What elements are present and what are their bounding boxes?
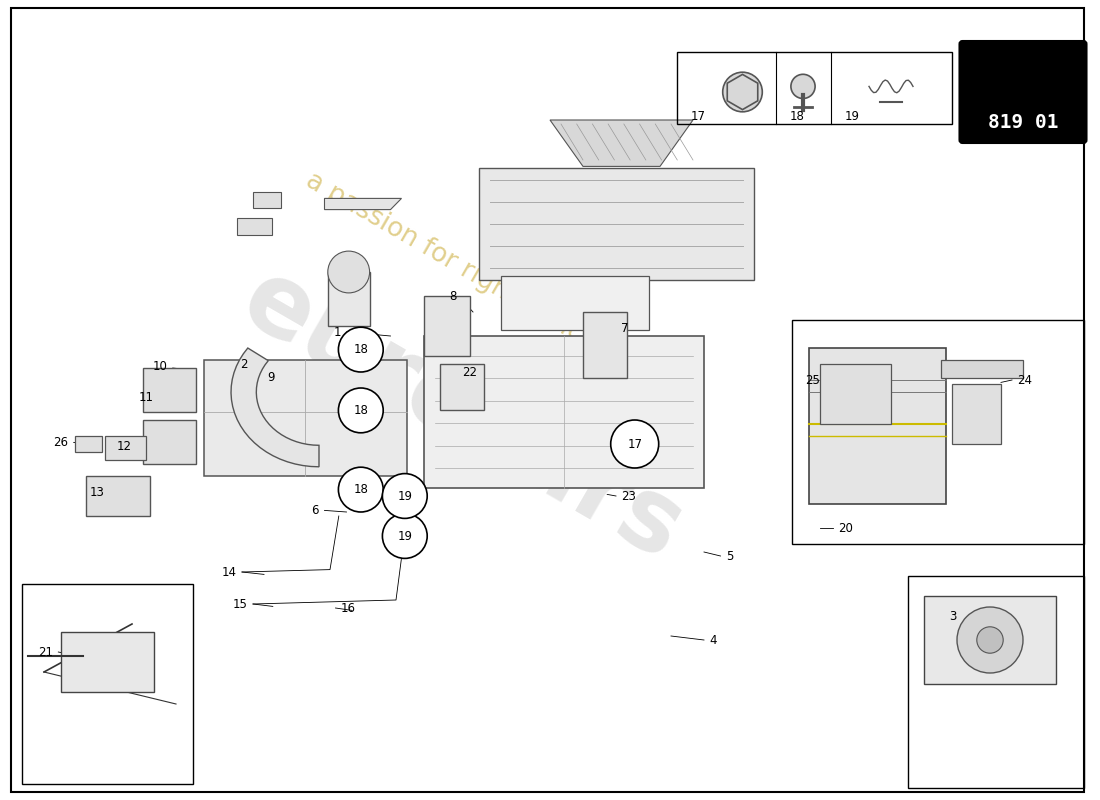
Circle shape — [610, 420, 659, 468]
Text: 19: 19 — [845, 110, 860, 123]
Bar — [500, 276, 649, 330]
Text: 22: 22 — [462, 366, 477, 378]
Text: 1: 1 — [333, 326, 341, 338]
Text: 4: 4 — [710, 634, 717, 646]
Circle shape — [957, 607, 1023, 673]
Text: 8: 8 — [449, 290, 456, 302]
Polygon shape — [231, 348, 319, 467]
Bar — [583, 312, 627, 378]
Bar — [60, 632, 154, 692]
Text: 18: 18 — [353, 483, 369, 496]
Text: 3: 3 — [949, 610, 957, 622]
Text: 15: 15 — [232, 598, 248, 610]
Text: 7: 7 — [621, 322, 629, 334]
Bar — [22, 584, 192, 784]
Text: 14: 14 — [221, 566, 236, 578]
Text: 13: 13 — [89, 486, 104, 498]
Bar — [908, 576, 1084, 788]
Text: 20: 20 — [838, 522, 854, 534]
Bar — [924, 596, 1056, 684]
Text: 17: 17 — [627, 438, 642, 450]
Bar — [143, 368, 196, 412]
Bar — [424, 296, 470, 356]
Bar — [940, 360, 1023, 378]
Circle shape — [339, 388, 383, 433]
Text: 2: 2 — [240, 358, 248, 370]
Text: 18: 18 — [790, 110, 805, 123]
Bar — [952, 384, 1001, 444]
Text: 16: 16 — [341, 602, 356, 614]
Bar — [204, 360, 407, 476]
Text: 6: 6 — [311, 504, 319, 517]
Bar — [143, 420, 196, 464]
Text: 17: 17 — [691, 110, 706, 123]
Circle shape — [977, 627, 1003, 653]
Circle shape — [339, 327, 383, 372]
Bar — [478, 168, 754, 280]
Circle shape — [339, 467, 383, 512]
Polygon shape — [324, 198, 402, 210]
Bar — [253, 192, 280, 208]
Text: 24: 24 — [1018, 374, 1033, 386]
Bar — [236, 218, 272, 235]
Bar — [328, 272, 370, 326]
Bar — [75, 436, 102, 452]
Text: 12: 12 — [117, 440, 132, 453]
Bar — [820, 364, 891, 424]
Bar — [792, 320, 1084, 544]
Text: 5: 5 — [726, 550, 734, 562]
Text: 9: 9 — [267, 371, 275, 384]
Text: 25: 25 — [804, 374, 820, 386]
Circle shape — [791, 74, 815, 98]
Text: 11: 11 — [139, 391, 154, 404]
Text: 819 01: 819 01 — [988, 113, 1058, 132]
Text: a passion for rights since 1985: a passion for rights since 1985 — [301, 167, 667, 393]
Text: 18: 18 — [353, 343, 369, 356]
Bar — [808, 348, 946, 504]
Circle shape — [328, 251, 370, 293]
Text: eurocars: eurocars — [224, 251, 700, 581]
Circle shape — [383, 474, 427, 518]
Polygon shape — [727, 74, 758, 110]
Bar — [440, 364, 484, 410]
Circle shape — [383, 514, 427, 558]
Bar — [424, 336, 704, 488]
FancyBboxPatch shape — [959, 41, 1087, 143]
Bar — [104, 436, 146, 460]
Bar — [676, 52, 952, 124]
Bar — [86, 476, 150, 516]
Text: 18: 18 — [353, 404, 369, 417]
Polygon shape — [550, 120, 693, 166]
Text: 23: 23 — [621, 490, 637, 502]
Circle shape — [723, 72, 762, 112]
Text: 19: 19 — [397, 490, 412, 502]
Text: 21: 21 — [37, 646, 53, 658]
Text: 19: 19 — [397, 530, 412, 542]
Text: 26: 26 — [53, 436, 68, 449]
Text: 10: 10 — [152, 360, 167, 373]
